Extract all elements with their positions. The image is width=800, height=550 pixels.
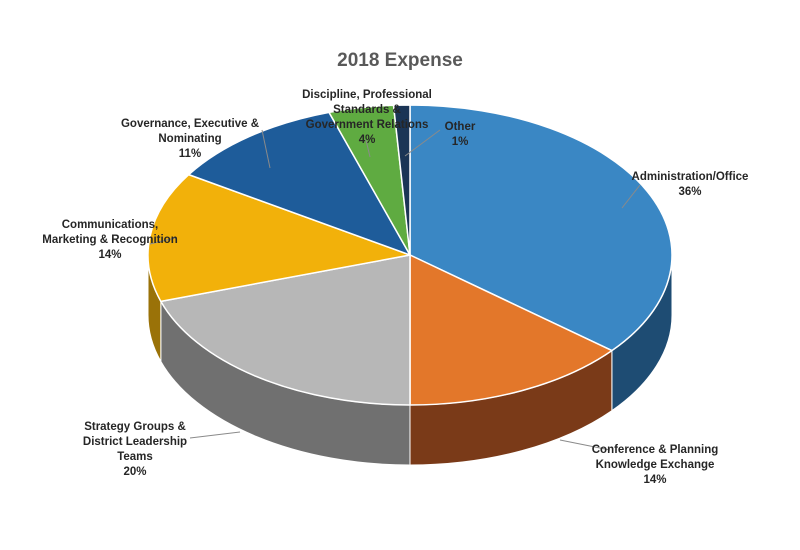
slice-strategy-groups-district-leadership-teams <box>160 254 411 406</box>
label-governance: Governance, Executive & Nominating 11% <box>110 117 270 162</box>
label-strategy-groups: Strategy Groups & District Leadership Te… <box>65 420 205 480</box>
label-name-line3: Teams <box>117 451 153 463</box>
label-name: Other <box>444 121 476 133</box>
leader-line-conference <box>559 439 611 451</box>
label-name-line1: Governance, Executive & <box>120 118 260 130</box>
slice-other <box>392 104 411 256</box>
label-name-line1: Strategy Groups & <box>84 421 186 433</box>
label-communications: Communications, Marketing & Recognition … <box>30 218 190 263</box>
leader-line-communications <box>149 237 176 245</box>
slice-conference-planning-knowledge-exchange <box>409 254 613 406</box>
leader-line-governance <box>261 129 271 169</box>
label-administration-office: Administration/Office 36% <box>600 170 780 200</box>
chart-title: 2018 Expense <box>337 50 463 71</box>
leader-line-strategy <box>189 431 241 439</box>
slice-administration-office <box>409 104 673 352</box>
label-name-line2: Knowledge Exchange <box>595 459 715 471</box>
label-name-line1: Discipline, Professional <box>302 89 432 101</box>
label-name-line2: Standards & <box>333 104 401 116</box>
leader-line-admin <box>621 184 641 209</box>
label-name-line1: Conference & Planning <box>591 444 719 456</box>
label-name-line2: District Leadership <box>82 436 188 448</box>
leader-lines <box>149 129 641 451</box>
label-other: Other 1% <box>425 120 495 150</box>
leader-line-other <box>404 129 441 157</box>
label-name-line3: Government Relations <box>305 119 429 131</box>
pie-sides <box>147 254 673 466</box>
leader-line-discipline <box>365 139 371 158</box>
label-percent: 14% <box>98 249 122 261</box>
label-name-line1: Communications, <box>61 219 159 231</box>
label-name-line2: Marketing & Recognition <box>42 234 178 246</box>
label-percent: 1% <box>451 136 469 148</box>
slice-communications-marketing-recognition <box>147 173 411 303</box>
label-percent: 4% <box>358 134 376 146</box>
label-percent: 14% <box>643 474 667 486</box>
label-name-line2: Nominating <box>158 133 222 145</box>
label-percent: 11% <box>178 148 202 160</box>
label-name: Administration/Office <box>631 171 749 183</box>
label-percent: 36% <box>678 186 702 198</box>
label-discipline: Discipline, Professional Standards & Gov… <box>282 88 452 148</box>
pie-slices <box>147 104 673 406</box>
slice-governance-executive-nominating <box>188 111 411 256</box>
label-percent: 20% <box>123 466 147 478</box>
label-conference-planning: Conference & Planning Knowledge Exchange… <box>560 443 750 488</box>
